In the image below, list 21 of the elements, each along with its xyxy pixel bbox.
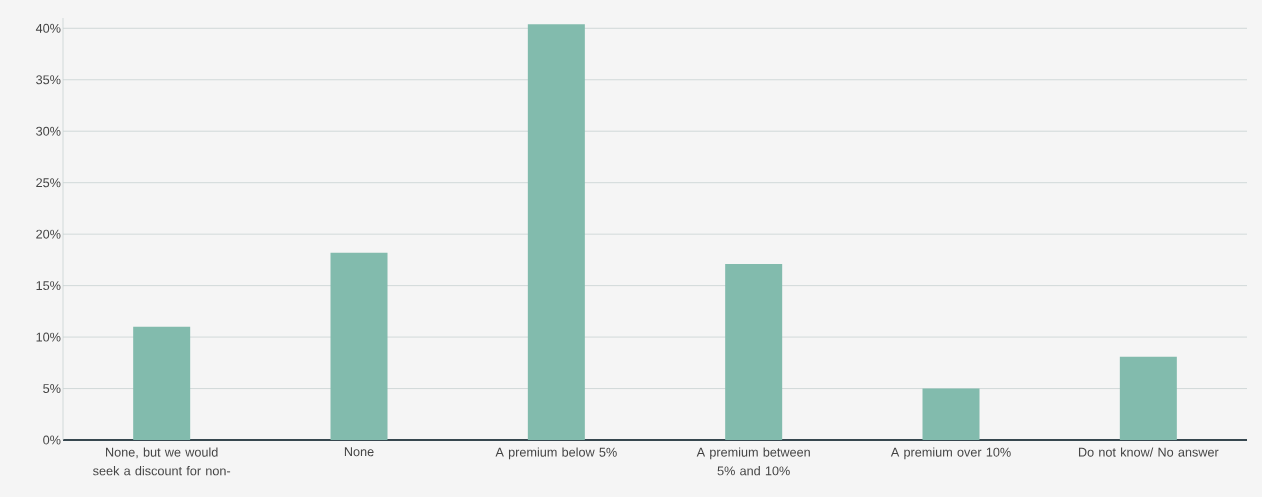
x-tick-label: None bbox=[344, 447, 374, 457]
y-tick-label: 25% bbox=[36, 178, 61, 188]
y-tick-label: 20% bbox=[36, 229, 61, 239]
bar bbox=[330, 252, 388, 440]
x-tick-label: A premium between 5% and 10% bbox=[696, 447, 810, 476]
x-tick-label: A premium over 10% bbox=[890, 447, 1011, 460]
x-tick-label: A premium below 5% bbox=[495, 447, 617, 460]
y-tick-label: 30% bbox=[36, 126, 61, 136]
y-tick-label: 10% bbox=[36, 332, 61, 342]
bar bbox=[922, 388, 980, 440]
bar bbox=[1119, 356, 1177, 440]
y-tick-label: 40% bbox=[35, 23, 61, 33]
y-tick-label: 5% bbox=[43, 384, 61, 393]
bar bbox=[133, 326, 191, 440]
y-tick-label: 35% bbox=[36, 75, 61, 85]
x-tick-label: Do not know/ No answer bbox=[1078, 447, 1219, 457]
bar bbox=[725, 263, 783, 440]
x-tick-label: None, but we would seek a discount for non- bbox=[93, 447, 231, 476]
y-tick-label: 15% bbox=[36, 281, 61, 291]
y-tick-label: 0% bbox=[43, 435, 61, 445]
bar bbox=[527, 24, 585, 440]
